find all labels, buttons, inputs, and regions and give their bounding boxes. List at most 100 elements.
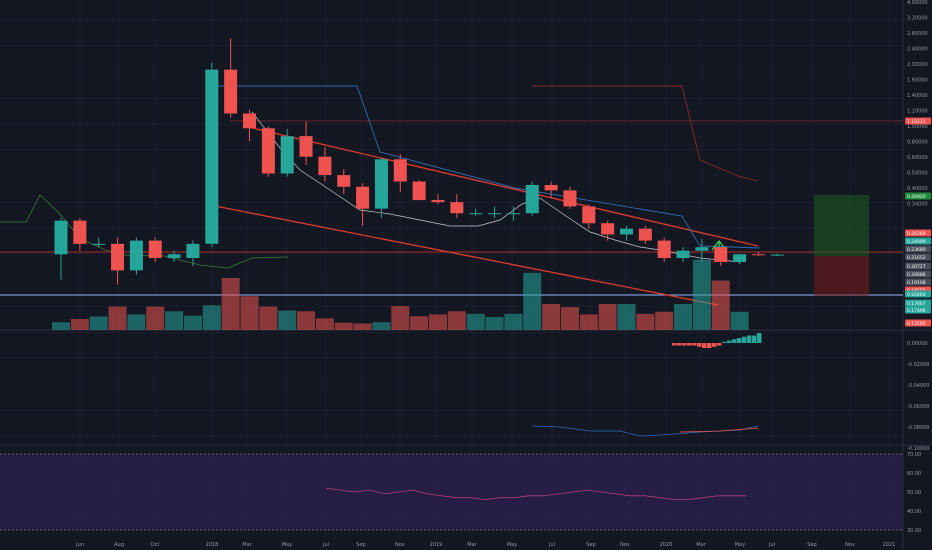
- candle: [695, 239, 709, 262]
- rsi-tick-label: 30.00: [907, 528, 921, 534]
- osc-bar: [742, 336, 747, 343]
- volume-bar: [429, 314, 447, 330]
- candle-body: [374, 159, 388, 209]
- time-tick-label: May: [282, 542, 292, 548]
- candle: [412, 179, 426, 201]
- volume-bar: [183, 315, 202, 330]
- candle: [374, 157, 388, 219]
- volume-bar: [240, 296, 259, 330]
- candle: [299, 121, 313, 165]
- price-tag: [905, 253, 931, 261]
- volume-bar: [108, 306, 127, 330]
- candle-body: [186, 243, 200, 259]
- candle-body: [167, 254, 181, 259]
- time-tick-label: Jul: [548, 542, 555, 548]
- rsi-line: [325, 487, 747, 501]
- channel-lower-line: [209, 204, 719, 306]
- price-tick-label: 2.80000: [907, 31, 928, 37]
- time-tick-label: Nov: [620, 542, 630, 548]
- volume-bar: [127, 314, 146, 330]
- volume-bar: [297, 311, 316, 330]
- candle: [431, 194, 445, 205]
- volume-bar: [146, 306, 165, 330]
- candle: [563, 186, 577, 209]
- candle-body: [601, 223, 615, 235]
- price-tag: [905, 245, 931, 253]
- candle: [167, 250, 181, 262]
- price-tick-label: 0.40000: [907, 186, 928, 192]
- time-tick-label: Aug: [114, 542, 124, 548]
- price-tag: [905, 299, 931, 307]
- rsi-tick-label: 50.00: [907, 490, 921, 496]
- price-tag-label: 0.21652: [907, 255, 926, 261]
- blue-step-line: [212, 85, 761, 249]
- volume-bar: [542, 304, 561, 330]
- volume-bar: [598, 304, 617, 330]
- price-tag-label: 0.26269: [907, 231, 926, 237]
- time-tick-label: Mar: [242, 542, 252, 548]
- volume-bar: [692, 259, 711, 330]
- candle-body: [525, 184, 539, 214]
- candle-body: [73, 220, 87, 244]
- osc-bar: [677, 343, 682, 346]
- osc-tick-label: -0.04000: [907, 383, 929, 389]
- candle: [205, 62, 219, 248]
- price-tick-label: 0.80000: [907, 140, 928, 146]
- candle: [469, 208, 483, 216]
- rsi-tick-label: 70.00: [907, 452, 921, 458]
- candle-body: [469, 213, 483, 215]
- volume-bar: [617, 304, 636, 330]
- volume-bar: [372, 322, 391, 330]
- osc-tick-label: -0.02000: [907, 362, 929, 368]
- osc-bar: [717, 343, 722, 346]
- candle-body: [92, 243, 106, 245]
- volume-bar: [89, 316, 108, 330]
- time-tick-label: 2019: [430, 542, 443, 548]
- price-tag: [905, 262, 931, 270]
- price-tag: [905, 306, 931, 314]
- candle: [751, 251, 765, 256]
- candle: [393, 154, 407, 193]
- candle-body: [224, 69, 238, 114]
- price-tick-label: 1.40000: [907, 93, 928, 99]
- osc-bar: [672, 343, 677, 346]
- rsi-tick-label: 40.00: [907, 509, 921, 515]
- profit-zone: [814, 195, 869, 256]
- time-tick-label: Jul: [768, 542, 775, 548]
- candle: [261, 126, 275, 177]
- price-tag-label: 0.17496: [907, 308, 926, 314]
- candle: [525, 181, 539, 216]
- candle-body: [450, 202, 464, 214]
- candle: [638, 225, 652, 244]
- candle: [111, 237, 125, 285]
- price-tag-label: 0.19108: [907, 280, 926, 286]
- time-tick-label: Jul: [322, 542, 329, 548]
- candle-body: [111, 243, 125, 271]
- price-tag: [905, 278, 931, 286]
- candle: [657, 237, 671, 262]
- candle-body: [638, 228, 652, 241]
- candle-body: [261, 128, 275, 174]
- osc-bar: [737, 338, 742, 343]
- volume-bar: [334, 322, 353, 330]
- time-tick-label: May: [507, 542, 517, 548]
- time-tick-label: 2021: [883, 542, 896, 548]
- price-tick-label: 2.40000: [907, 47, 928, 53]
- axes: 4.00000 3.20000 2.80000 2.40000 2.00000 1.600…: [75, 0, 929, 548]
- price-tag: [905, 319, 931, 327]
- candle: [582, 204, 596, 229]
- osc-bar: [727, 340, 732, 343]
- candles[interactable]: [54, 38, 784, 285]
- volume-bar: [485, 317, 504, 330]
- osc-bar: [687, 343, 692, 346]
- candle-body: [412, 181, 426, 201]
- price-tag: [905, 237, 931, 245]
- price-tag: [905, 270, 931, 278]
- candle-body: [657, 240, 671, 259]
- rsi-tick-label: 60.00: [907, 471, 921, 477]
- price-tag-label: 0.24999: [907, 239, 926, 245]
- candle: [92, 237, 106, 248]
- candle-body: [243, 113, 256, 129]
